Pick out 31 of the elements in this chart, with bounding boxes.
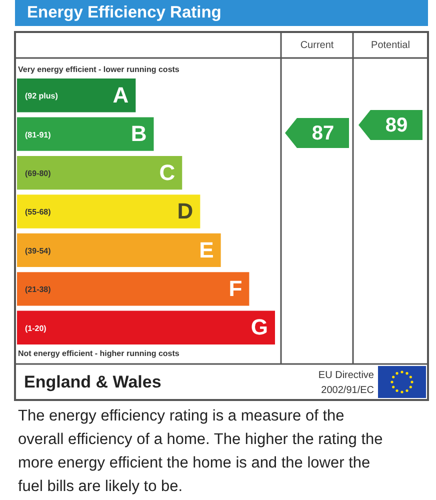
y-tick-label: A — [112, 82, 129, 108]
text: 89 — [385, 114, 408, 137]
annotation: (69-80) — [25, 168, 52, 178]
text: 87 — [312, 122, 334, 145]
bar — [17, 310, 275, 344]
bar — [17, 272, 250, 306]
text: Very energy efficient - lower running costs — [18, 65, 180, 74]
chart-title: Energy Efficiency Rating — [27, 4, 222, 22]
y-tick-label: D — [177, 198, 194, 224]
annotation: (92 plus) — [25, 92, 58, 101]
annotation: (81-91) — [25, 130, 52, 140]
y-tick-label: F — [228, 276, 242, 301]
text: Potential — [371, 40, 410, 51]
text: Current — [300, 40, 334, 51]
bar — [17, 117, 154, 151]
y-tick-label: G — [250, 314, 268, 340]
annotation: (39-54) — [25, 246, 52, 256]
bar — [17, 233, 221, 268]
text: England & Wales — [24, 372, 162, 392]
text: Not energy efficient - higher running costs — [18, 349, 180, 358]
text: The energy efficiency rating is a measure of the overall efficiency of a home. The higher the rating the more energy efficient the home is and the lower the fuel bills are likely to be. — [18, 407, 383, 495]
annotation: (1-20) — [25, 324, 47, 333]
bar — [17, 78, 136, 112]
bar — [17, 156, 182, 190]
bar — [17, 194, 200, 228]
text: EU Directive 2002/91/EC — [318, 370, 374, 396]
y-tick-label: C — [159, 160, 176, 185]
annotation: (55-68) — [25, 208, 52, 217]
y-tick-label: E — [199, 237, 214, 262]
y-tick-label: B — [130, 121, 147, 146]
annotation: (21-38) — [25, 285, 52, 294]
